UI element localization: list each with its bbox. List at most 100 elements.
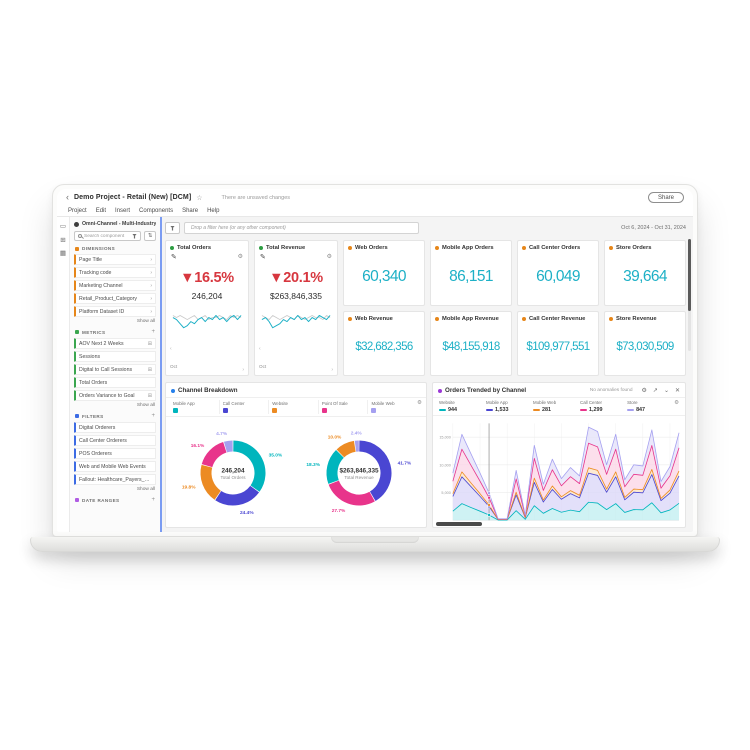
chevron-right-icon[interactable]: › (242, 367, 244, 373)
panels-icon[interactable]: ▭ (59, 223, 67, 230)
component-item[interactable]: Orders Variance to Goal ⊞ (74, 390, 156, 401)
chevron-right-icon[interactable]: › (331, 367, 333, 373)
horizontal-scrollbar-thumb[interactable] (436, 522, 482, 526)
legend-swatch (222, 408, 228, 413)
metric-dot (348, 316, 352, 321)
legend-line-swatch (486, 408, 494, 411)
segment-drop-zone[interactable]: Drop a filter here (or any other compone… (184, 222, 419, 234)
component-item[interactable]: Web and Mobile Web Events (74, 461, 156, 472)
trend-legend-item-mobile-app[interactable]: Mobile App 1,533 (486, 400, 533, 413)
section-header-dimensions: DIMENSIONS (75, 246, 155, 251)
close-icon[interactable]: ✕ (674, 387, 680, 394)
visualizations-icon[interactable]: ▦ (59, 250, 67, 257)
component-item[interactable]: Tracking code › (74, 267, 156, 278)
search-input[interactable]: Search component (74, 231, 141, 241)
component-item[interactable]: POS Orderers (74, 448, 156, 459)
kpi-card-header: Web Revenue (344, 312, 424, 324)
left-rail: ▭ ⊞ ▦ (57, 217, 70, 532)
menu-share[interactable]: Share (182, 208, 199, 214)
kpi-value: 60,340 (362, 267, 406, 285)
y-axis-tick-label: 5,000 (441, 489, 451, 494)
trend-legend-item-website[interactable]: Website 944 (439, 400, 486, 413)
menu-project[interactable]: Project (68, 208, 87, 214)
chevron-down-icon[interactable]: ⌄ (663, 387, 669, 394)
component-item[interactable]: Page Title › (74, 254, 156, 265)
component-item[interactable]: Digital to Call Sessions ⊞ (74, 364, 156, 375)
tables-icon[interactable]: ⊞ (60, 236, 66, 244)
kpi-title: Call Center Revenue (529, 315, 586, 322)
breakdown-legend: Mobile App Call Center Website Point Of Sal… (166, 397, 426, 417)
kpi-card-header: Call Center Orders (518, 241, 598, 253)
percent-change: ▼20.1% (269, 270, 323, 286)
trend-legend-item-call-center[interactable]: Call Center 1,299 (580, 400, 627, 413)
metric-dot (170, 246, 174, 250)
component-label: Fallout: Healthcare_Payers_Pa... (79, 476, 152, 483)
component-item[interactable]: Retail_Product_Category › (74, 293, 156, 304)
legend-line-swatch (439, 408, 446, 411)
menu-insert[interactable]: Insert (115, 208, 131, 214)
sort-components-button[interactable]: ⇅ (144, 231, 156, 241)
expand-icon[interactable]: ↗ (652, 387, 658, 394)
segment-drop-button[interactable] (165, 222, 180, 234)
panel-date-range[interactable]: Oct 6, 2024 - Oct 31, 2024 (621, 225, 686, 231)
component-item[interactable]: Call Center Orderers (74, 435, 156, 446)
component-item[interactable]: Fallout: Healthcare_Payers_Pa... (74, 474, 156, 485)
legend-value-row: 944 (439, 407, 486, 413)
section-header-filters: FILTERS + (75, 413, 155, 419)
channel-breakdown-panel: Channel Breakdown Mobile App Call Center W… (165, 382, 427, 528)
kpi-title: Mobile App Orders (442, 245, 494, 251)
trend-legend-item-mobile-web[interactable]: Mobile Web 281 (533, 400, 580, 413)
component-search-row: Search component ⇅ (74, 231, 156, 241)
gear-icon[interactable]: ⚙ (326, 254, 332, 260)
legend-item-mobile-web[interactable]: Mobile Web (367, 400, 417, 414)
summary-value: $263,846,335 (270, 291, 322, 301)
gear-icon[interactable]: ⚙ (674, 400, 680, 406)
edit-pencil-icon[interactable]: ✎ (171, 254, 177, 261)
panel-title: Orders Trended by Channel (445, 387, 527, 394)
show-all-link[interactable]: Show all (136, 487, 155, 492)
canvas-scrollbar-thumb[interactable] (688, 239, 691, 311)
gear-icon[interactable]: ⚙ (417, 400, 422, 406)
component-item[interactable]: Marketing Channel › (74, 280, 156, 291)
kpi-card-grid: Web Orders 60,340 Mobile App Orders 86,151 C… (343, 240, 686, 376)
trended-area-chart[interactable]: 5,000 10,000 15,000 (436, 418, 682, 525)
legend-item-website[interactable]: Website (268, 400, 318, 414)
menu-edit[interactable]: Edit (95, 208, 107, 214)
gear-icon[interactable]: ⚙ (641, 387, 647, 394)
legend-item-call-center[interactable]: Call Center (218, 400, 269, 414)
kpi-title: Mobile App Revenue (442, 315, 499, 322)
metric-dot (522, 246, 526, 250)
add-component-icon[interactable]: + (151, 413, 155, 419)
back-icon[interactable]: ‹ (66, 192, 69, 202)
add-component-icon[interactable]: + (151, 497, 155, 503)
chevron-left-icon[interactable]: ‹ (170, 346, 172, 352)
sidebar-resize-handle[interactable] (160, 217, 162, 532)
trend-legend-item-store[interactable]: Store 847 (627, 400, 674, 413)
component-item[interactable]: Platform Dataset ID › (74, 306, 156, 317)
total-revenue-donut[interactable]: 41.7% 27.7% 18.3% 10.0% 2.4% $263,846,335Tota… (300, 422, 418, 522)
menu-components[interactable]: Components (139, 208, 174, 214)
add-component-icon[interactable]: + (151, 329, 155, 335)
component-item[interactable]: AOV Next 2 Weeks ⊞ (74, 338, 156, 349)
legend-item-mobile-app[interactable]: Mobile App (170, 400, 219, 414)
dataset-selector[interactable]: Omni-Channel - Multi-Industry (74, 221, 156, 227)
share-button[interactable]: Share (647, 192, 684, 203)
component-item[interactable]: Total Orders (74, 377, 156, 388)
gear-icon[interactable]: ⚙ (237, 254, 243, 260)
legend-item-point-of-sale[interactable]: Point Of Sale (317, 400, 368, 414)
unsaved-changes-text: There are unsaved changes (221, 194, 291, 201)
chevron-left-icon[interactable]: ‹ (259, 346, 261, 352)
edit-pencil-icon[interactable]: ✎ (260, 254, 266, 261)
menu-help[interactable]: Help (207, 208, 220, 214)
show-all-link[interactable]: Show all (136, 403, 155, 408)
component-item[interactable]: Sessions (74, 351, 156, 362)
canvas-scrollbar[interactable] (688, 239, 691, 351)
kpi-value: $109,977,551 (526, 341, 590, 354)
component-item[interactable]: Digital Orderers (74, 422, 156, 433)
section-icon (75, 414, 79, 418)
star-icon[interactable]: ☆ (196, 194, 203, 202)
filter-funnel-icon[interactable] (132, 233, 137, 239)
show-all-link[interactable]: Show all (136, 319, 155, 324)
anomaly-status-text: No anomalies found (589, 388, 633, 393)
